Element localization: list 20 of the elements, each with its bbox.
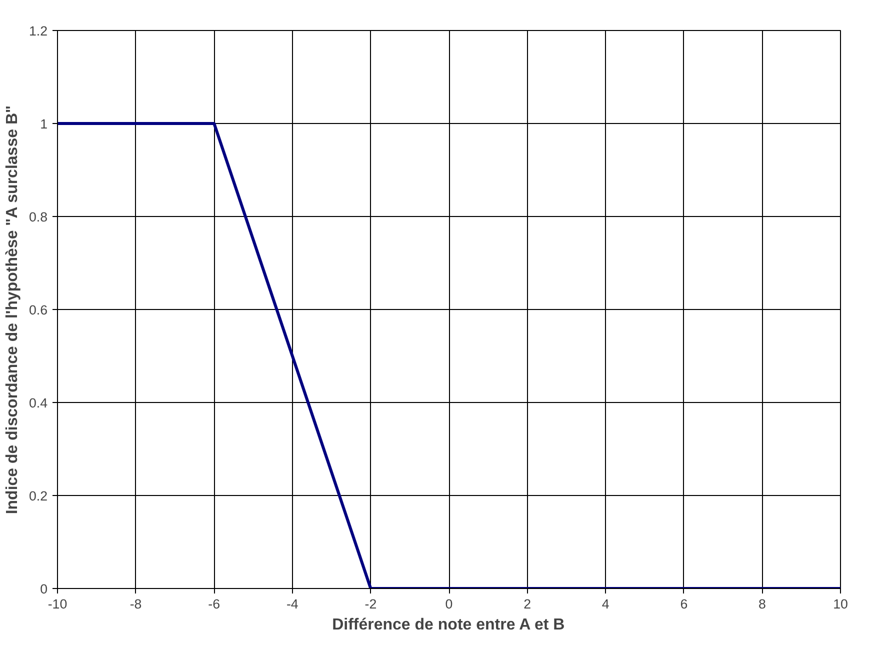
x-tick-label: 8: [758, 596, 766, 612]
y-tick-label: 1: [40, 116, 48, 132]
x-tick-label: -8: [130, 596, 142, 612]
y-tick-label: 0: [40, 582, 48, 596]
x-tick-label: 4: [602, 596, 610, 612]
x-tick-label: -6: [208, 596, 220, 612]
x-tick-label: -4: [286, 596, 299, 612]
y-tick-label: 0.4: [28, 396, 48, 410]
x-tick-label: 6: [680, 596, 688, 612]
y-tick-label: 0.2: [28, 488, 48, 504]
y-axis-title: Indice de discordance de l'hypothèse "A surclasse B": [4, 105, 21, 514]
y-tick-label: 0.8: [28, 210, 48, 224]
y-tick-label: 1.2: [28, 24, 48, 38]
x-axis-title: Différence de note entre A et B: [332, 616, 565, 634]
x-tick-label: -2: [364, 596, 377, 612]
x-tick-label: 10: [833, 596, 848, 612]
y-tick-label: 0.6: [28, 302, 48, 318]
x-tick-label: -10: [48, 596, 68, 612]
x-tick-label: 0: [445, 596, 453, 612]
x-tick-label: 2: [524, 596, 532, 612]
